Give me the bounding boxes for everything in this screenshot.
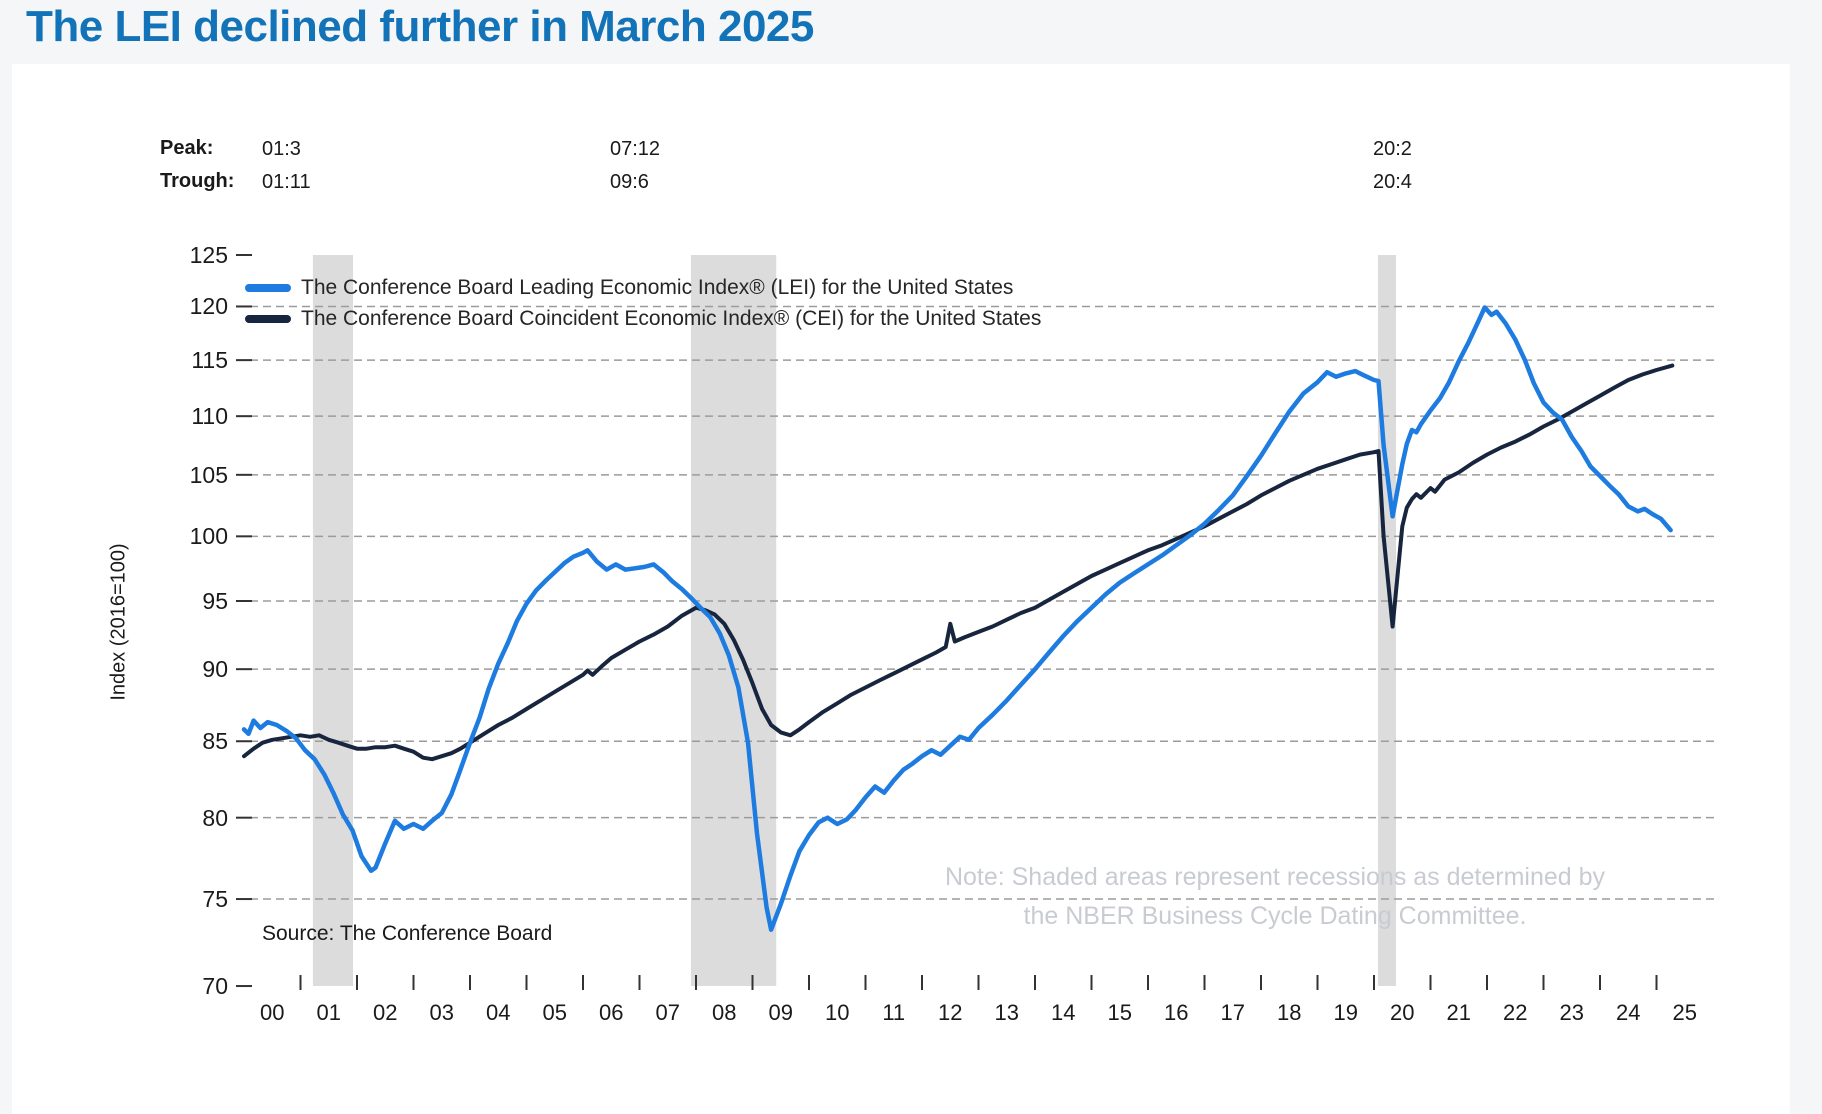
y-axis-label: 80 — [202, 804, 228, 831]
chart-panel — [12, 64, 1790, 1114]
recession3-peak-date: 20:2 — [1373, 138, 1412, 160]
x-axis-label: 08 — [712, 1000, 737, 1025]
recession-note-line1: Note: Shaded areas represent recessions … — [944, 863, 1606, 891]
x-axis-label: 11 — [882, 1000, 906, 1025]
recession-note-line2: the NBER Business Cycle Dating Committee… — [1023, 902, 1527, 930]
recession3-trough-date: 20:4 — [1373, 171, 1412, 193]
peak-row-label: Peak: — [160, 137, 214, 159]
x-axis-label: 14 — [1051, 1000, 1076, 1025]
x-axis-label: 15 — [1107, 1000, 1132, 1025]
page-title: The LEI declined further in March 2025 — [26, 2, 814, 51]
x-axis-label: 01 — [316, 1000, 341, 1025]
x-axis-label: 02 — [373, 1000, 398, 1025]
y-axis-title: Index (2016=100) — [107, 543, 130, 701]
x-axis-label: 22 — [1503, 1000, 1528, 1025]
y-axis-label: 100 — [189, 523, 228, 550]
recession-note: Note: Shaded areas represent recessions … — [885, 858, 1665, 936]
x-axis-label: 23 — [1559, 1000, 1584, 1025]
cei-legend-swatch — [245, 315, 291, 323]
lei-legend-label: The Conference Board Leading Economic In… — [301, 276, 1014, 299]
y-axis-label: 105 — [189, 461, 228, 488]
x-axis-label: 20 — [1390, 1000, 1415, 1025]
y-axis-label: 95 — [202, 588, 228, 614]
x-axis-label: 25 — [1672, 1000, 1697, 1025]
cei-line — [242, 363, 1675, 762]
x-axis-label: 18 — [1277, 1000, 1302, 1025]
y-axis-label: 125 — [189, 242, 228, 268]
x-axis-label: 19 — [1333, 1000, 1358, 1025]
lei-legend-swatch — [245, 284, 291, 292]
x-axis-label: 05 — [542, 1000, 567, 1025]
recession1-peak-date: 01:3 — [262, 138, 301, 160]
cei-legend-label: The Conference Board Coincident Economic… — [301, 307, 1042, 330]
x-axis-label: 00 — [260, 1000, 285, 1025]
y-axis-label: 115 — [191, 347, 228, 374]
x-axis-label: 12 — [938, 1000, 963, 1025]
x-axis-label: 06 — [599, 1000, 624, 1025]
y-axis-label: 120 — [189, 293, 228, 320]
y-axis-label: 85 — [202, 728, 228, 755]
y-axis-label: 75 — [202, 886, 228, 913]
x-axis-label: 09 — [768, 1000, 793, 1025]
x-axis-label: 24 — [1616, 1000, 1641, 1025]
y-axis-label: 90 — [202, 656, 228, 683]
recession2-peak-date: 07:12 — [610, 138, 661, 160]
x-axis-label: 07 — [655, 1000, 680, 1025]
lei-line — [241, 305, 1673, 932]
recession2-trough-date: 09:6 — [610, 171, 649, 193]
y-axis-label: 70 — [202, 973, 228, 1000]
y-axis-label: 110 — [191, 403, 228, 430]
recession1-trough-date: 01:11 — [262, 171, 311, 193]
x-axis-label: 04 — [486, 1000, 511, 1025]
x-axis-label: 13 — [994, 1000, 1019, 1025]
x-axis-label: 03 — [429, 1000, 454, 1025]
x-axis-label: 10 — [825, 1000, 850, 1025]
trough-row-label: Trough: — [160, 170, 235, 192]
x-axis-label: 17 — [1220, 1000, 1245, 1025]
x-axis-label: 21 — [1446, 1000, 1471, 1025]
x-axis-label: 16 — [1164, 1000, 1189, 1025]
source-text: Source: The Conference Board — [262, 922, 553, 945]
recession-band — [312, 255, 354, 986]
